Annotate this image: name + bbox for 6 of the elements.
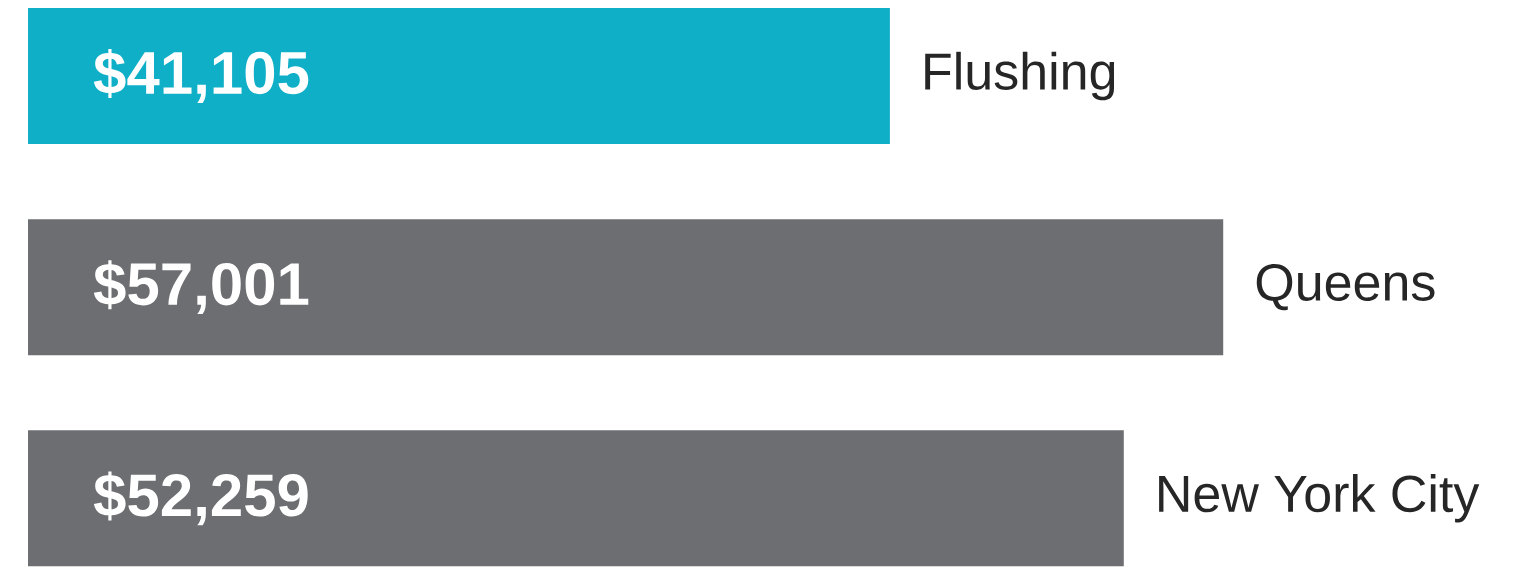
y-tick-label: Flushing xyxy=(925,51,1115,101)
data-label: $57,001 xyxy=(93,260,309,315)
data-label: $52,259 xyxy=(93,471,308,526)
data-label: $41,105 xyxy=(93,49,309,103)
y-tick-label: Queens xyxy=(1256,264,1435,311)
y-tick-label: New York City xyxy=(1159,474,1480,523)
